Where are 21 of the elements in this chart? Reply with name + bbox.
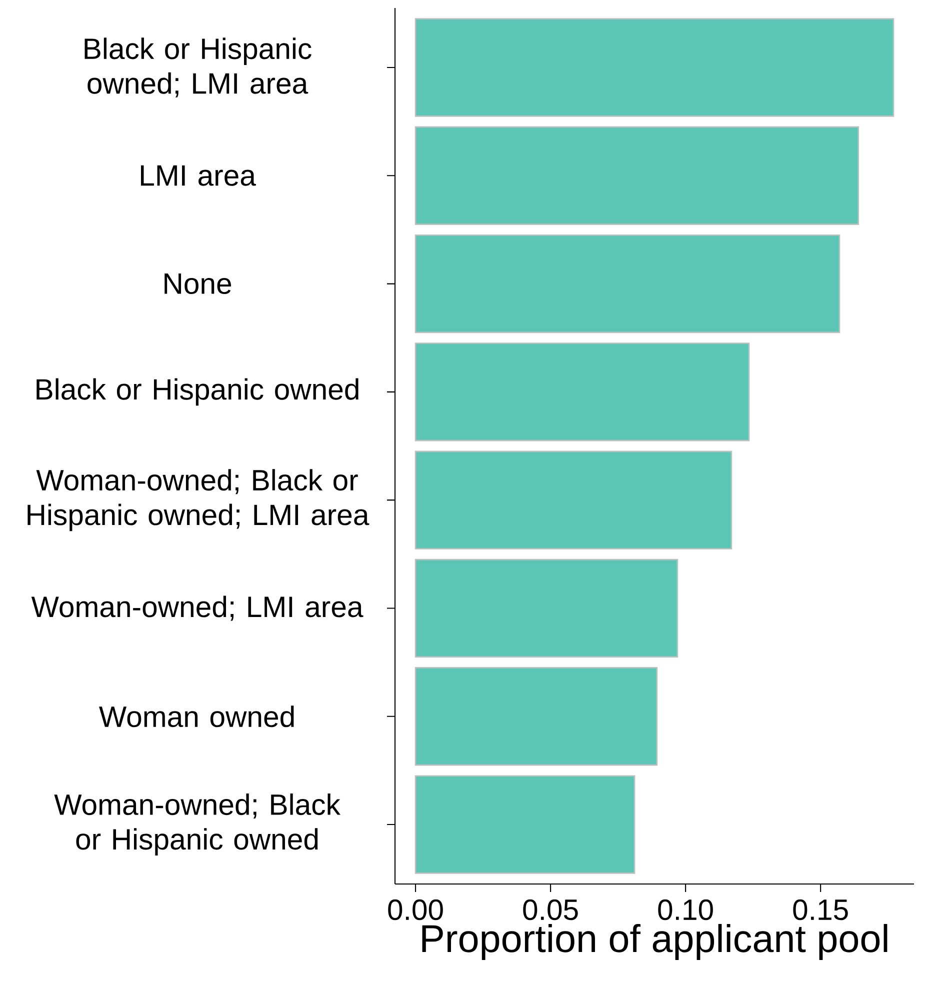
- x-tick-label: 0.00: [388, 899, 443, 920]
- y-tick-label: Black or Hispanic owned: [36, 378, 358, 406]
- y-tick-label: Black or Hispanic owned; LMI area: [84, 38, 312, 98]
- bar: [414, 558, 678, 658]
- y-tick-label: Woman-owned; LMI area: [31, 596, 364, 621]
- y-tick-label: LMI area: [140, 165, 256, 186]
- bar: [414, 18, 894, 117]
- x-tick-label: 0.10: [658, 899, 713, 920]
- bar: [414, 667, 658, 766]
- x-axis-title: Proportion of applicant pool: [422, 924, 888, 960]
- x-tick-label: 0.05: [523, 899, 578, 920]
- y-tick-label: Woman owned: [99, 706, 294, 728]
- y-tick-label: Woman-owned; Black or Hispanic owned: [54, 794, 340, 856]
- x-tick-label: 0.15: [793, 899, 848, 920]
- bar: [414, 450, 732, 550]
- y-tick-label: None: [164, 274, 232, 294]
- bar: [414, 126, 860, 225]
- bar: [414, 234, 840, 334]
- bar: [414, 342, 750, 442]
- y-tick-label: Woman-owned; Black or Hispanic owned; LMI area: [28, 469, 370, 532]
- bar: [414, 775, 636, 874]
